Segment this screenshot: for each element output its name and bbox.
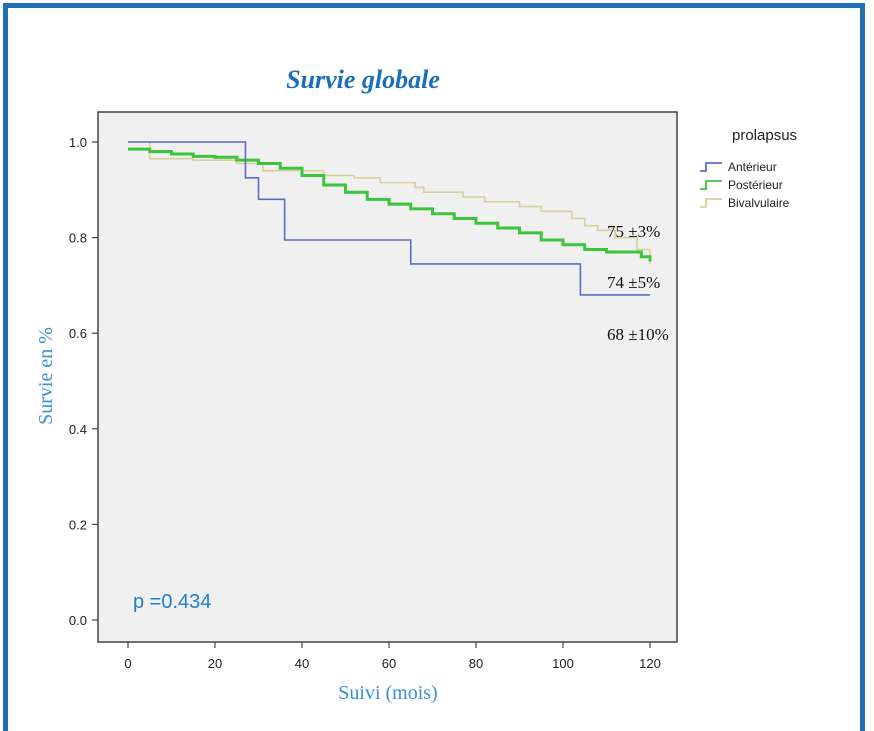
y-tick-label: 0.8: [69, 231, 87, 246]
x-tick-label: 80: [469, 656, 483, 671]
annotation-bivalvulaire: 74 ±5%: [607, 273, 660, 292]
y-axis: 0.0 0.2 0.4 0.6 0.8 1.0: [69, 135, 98, 628]
legend-swatch: [700, 162, 722, 172]
legend-title: prolapsus: [732, 127, 797, 144]
x-tick-label: 20: [208, 656, 222, 671]
y-tick-label: 0.4: [69, 422, 87, 437]
y-tick-label: 0.2: [69, 517, 87, 532]
x-axis: 0 20 40 60 80 100 120: [124, 642, 661, 671]
series-line-anterieur: [128, 141, 650, 296]
chart-title: Survie globale: [286, 65, 440, 94]
legend-label: Antérieur: [728, 160, 777, 174]
y-axis-label: Survie en %: [35, 327, 57, 425]
p-value-label: p =0.434: [133, 591, 211, 613]
x-tick-label: 60: [382, 656, 396, 671]
series-line-posterieur: [128, 147, 652, 262]
legend-swatch: [700, 180, 722, 190]
y-tick-label: 1.0: [69, 135, 87, 150]
x-tick-label: 0: [124, 656, 131, 671]
x-tick-label: 120: [639, 656, 661, 671]
annotation-posterior: 75 ±3%: [607, 222, 660, 241]
y-tick-label: 0.0: [69, 613, 87, 628]
y-tick-label: 0.6: [69, 326, 87, 341]
plot-area: [97, 111, 678, 643]
annotation-anterieur: 68 ±10%: [607, 325, 669, 344]
legend-label: Postérieur: [728, 178, 783, 192]
x-axis-label: Suivi (mois): [338, 682, 437, 704]
legend-label: Bivalvulaire: [728, 196, 790, 210]
x-tick-label: 100: [552, 656, 574, 671]
legend: prolapsus Antérieur Postérieur Bivalvulair…: [700, 127, 797, 210]
legend-swatch: [700, 198, 722, 208]
series-layer: [128, 141, 652, 296]
x-tick-label: 40: [295, 656, 309, 671]
legend-items: Antérieur Postérieur Bivalvulaire: [700, 160, 790, 210]
